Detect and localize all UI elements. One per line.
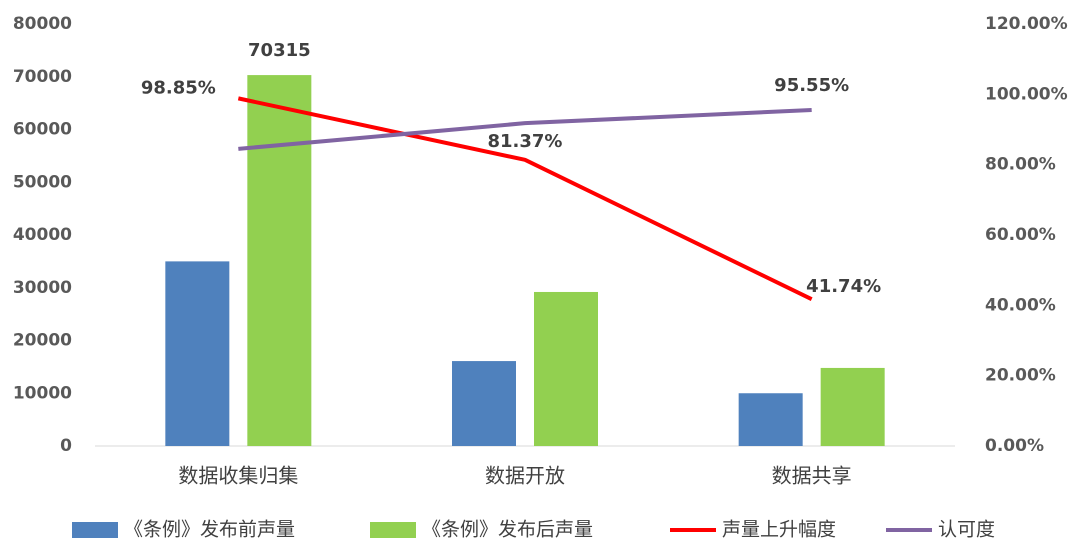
- line: [237, 96, 813, 302]
- data-label: 98.85%: [141, 77, 216, 98]
- y2-tick-label: 0.00%: [985, 436, 1044, 456]
- y2-tick-label: 80.00%: [985, 155, 1056, 175]
- legend-label: 《条例》发布后声量: [422, 519, 593, 541]
- x-tick-label: 数据开放: [485, 464, 565, 488]
- legend-label: 《条例》发布前声量: [124, 519, 295, 541]
- legend-label: 认可度: [938, 519, 995, 541]
- bar: [452, 361, 516, 446]
- bar: [820, 367, 885, 446]
- y-tick-label: 60000: [13, 120, 72, 140]
- y2-tick-label: 120.00%: [985, 14, 1068, 34]
- y2-tick-label: 60.00%: [985, 225, 1056, 245]
- data-label: 70315: [248, 40, 311, 61]
- y2-tick-label: 40.00%: [985, 295, 1056, 315]
- bar: [247, 75, 312, 446]
- legend-label: 声量上升幅度: [722, 519, 836, 541]
- y-tick-label: 30000: [13, 278, 72, 298]
- y2-tick-label: 20.00%: [985, 366, 1056, 386]
- legend-swatch: [370, 522, 416, 538]
- data-label: 41.74%: [806, 276, 881, 297]
- y-tick-label: 10000: [13, 383, 72, 403]
- y-tick-label: 0: [60, 436, 72, 456]
- legend-swatch: [72, 522, 118, 538]
- y2-tick-label: 100.00%: [985, 84, 1068, 104]
- data-label: 81.37%: [488, 131, 563, 152]
- y-tick-label: 40000: [13, 225, 72, 245]
- y-tick-label: 20000: [13, 331, 72, 351]
- x-tick-label: 数据收集归集: [178, 464, 298, 488]
- y-tick-label: 80000: [13, 14, 72, 34]
- bar: [534, 291, 598, 446]
- bar: [738, 393, 803, 446]
- x-tick-label: 数据共享: [772, 464, 852, 488]
- bar: [165, 261, 230, 446]
- y-tick-label: 70000: [13, 67, 72, 87]
- data-label: 95.55%: [774, 75, 849, 96]
- line: [238, 107, 812, 151]
- y-tick-label: 50000: [13, 172, 72, 192]
